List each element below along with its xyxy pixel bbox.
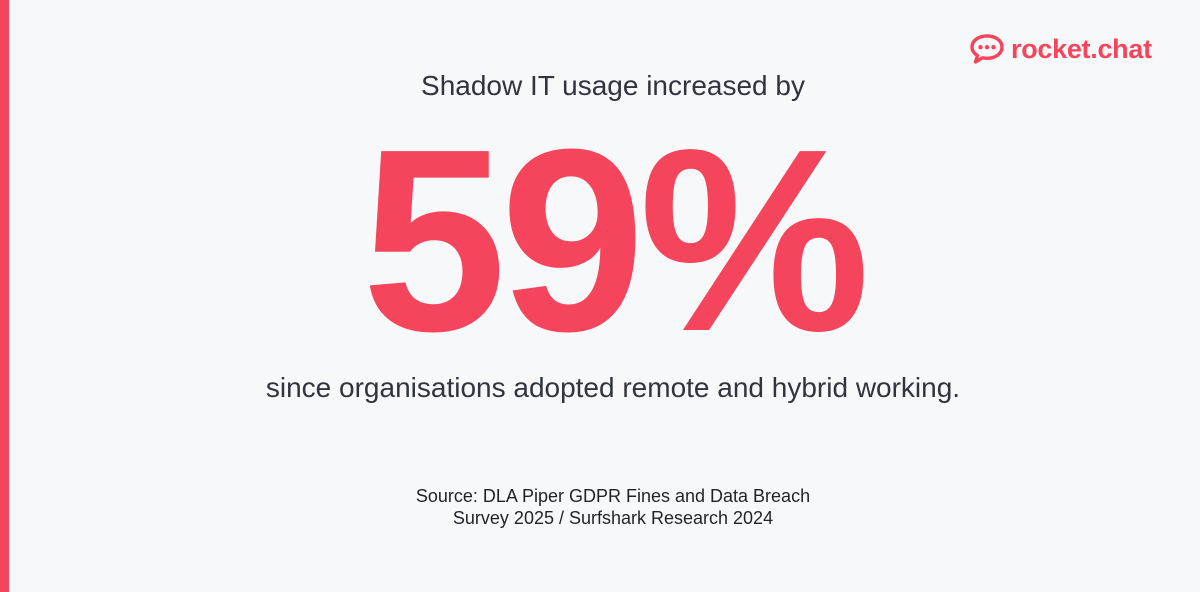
left-accent-bar bbox=[0, 0, 9, 592]
source-line-1: Source: DLA Piper GDPR Fines and Data Br… bbox=[415, 486, 811, 506]
brand-logo: rocket.chat bbox=[969, 33, 1152, 65]
headline: Shadow IT usage increased by bbox=[421, 70, 805, 101]
stat-value: 59% bbox=[361, 96, 870, 386]
source-line-2: Survey 2025 / Surfshark Research 2024 bbox=[452, 508, 774, 528]
brand-name: rocket.chat bbox=[1011, 33, 1152, 64]
subline: since organisations adopted remote and h… bbox=[265, 372, 961, 403]
source-citation: Source: DLA Piper GDPR Fines and Data Br… bbox=[0, 485, 1200, 529]
rocket-chat-bubble-icon bbox=[970, 34, 1004, 64]
